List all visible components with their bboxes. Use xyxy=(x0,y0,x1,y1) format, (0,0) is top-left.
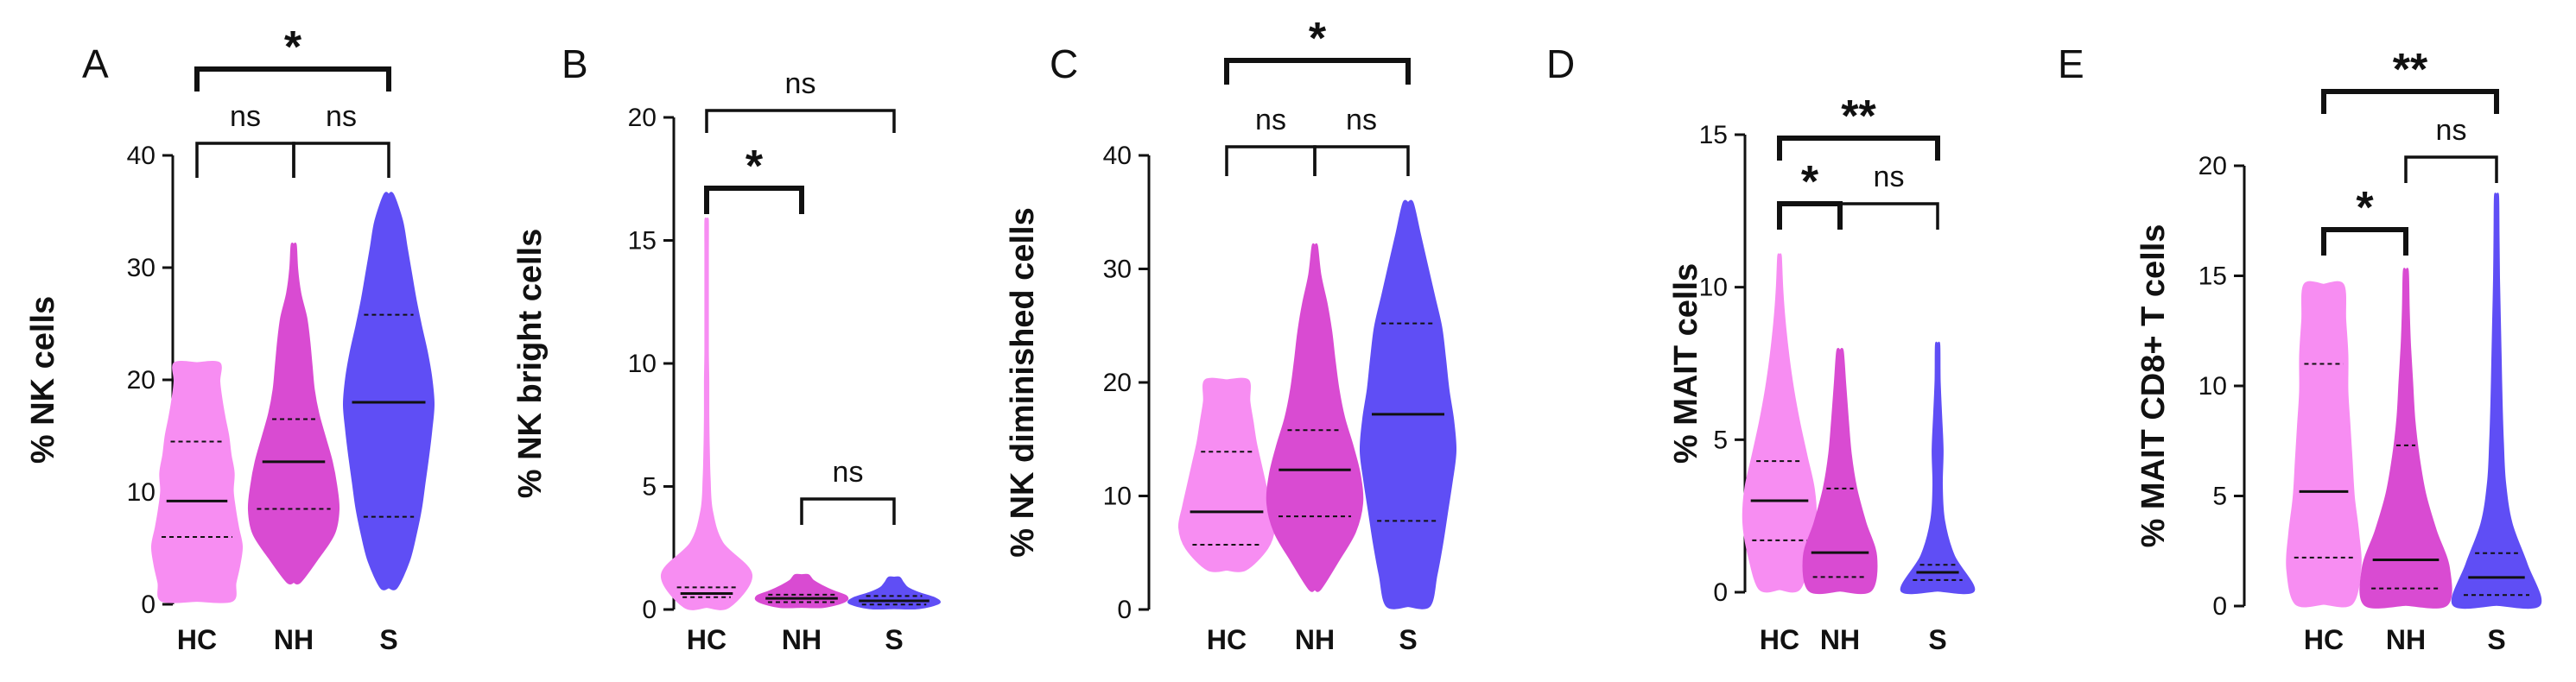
panel-letter: D xyxy=(1546,41,1575,86)
y-axis-label: % NK bright cells xyxy=(512,229,549,499)
violin-hc xyxy=(660,217,753,610)
comparison-bracket xyxy=(1225,145,1317,176)
comparison-bracket xyxy=(800,497,896,525)
comparison-bracket xyxy=(2321,89,2499,114)
comparison-bracket xyxy=(292,142,390,178)
category-label-nh: NH xyxy=(274,624,314,655)
y-tick-label: 5 xyxy=(2212,483,2227,511)
significance-label: * xyxy=(1309,14,1327,64)
category-label-hc: HC xyxy=(687,624,726,655)
comparison-bracket xyxy=(705,109,896,133)
significance-label: ** xyxy=(1841,92,1876,142)
comparison-bracket xyxy=(2321,227,2408,256)
panel-e: E % MAIT CD8+ T cells 0 5 10 15 20 HC NH S * ns** xyxy=(2058,41,2542,655)
category-label-hc: HC xyxy=(177,624,217,655)
significance-label: * xyxy=(746,142,764,192)
category-label-s: S xyxy=(379,624,397,655)
y-tick-label: 15 xyxy=(628,227,657,256)
violin-nh xyxy=(1266,243,1364,592)
y-tick-label: 5 xyxy=(642,473,657,502)
violin-hc xyxy=(1177,377,1276,572)
category-label-nh: NH xyxy=(1820,624,1860,655)
y-tick-label: 20 xyxy=(2198,152,2227,180)
comparison-bracket xyxy=(1777,201,1843,230)
comparison-bracket xyxy=(1838,202,1939,230)
violin-nh xyxy=(1802,347,1878,595)
comparison-bracket xyxy=(1224,58,1411,85)
comparison-bracket xyxy=(2404,155,2498,183)
comparison-bracket xyxy=(195,142,295,178)
y-tick-label: 15 xyxy=(2198,262,2227,291)
significance-label: ** xyxy=(2393,45,2428,95)
violin-s xyxy=(2451,193,2542,609)
violin-s xyxy=(1900,341,1976,595)
significance-label: ns xyxy=(326,100,357,133)
y-tick-label: 10 xyxy=(1699,274,1728,302)
y-tick-label: 30 xyxy=(1103,256,1132,284)
significance-label: ns xyxy=(1255,104,1286,136)
category-label-hc: HC xyxy=(2304,624,2344,655)
significance-label: * xyxy=(284,22,302,73)
y-tick-label: 0 xyxy=(1713,578,1728,607)
panel-letter: B xyxy=(562,41,588,86)
y-tick-label: 40 xyxy=(1103,142,1132,170)
violin-s xyxy=(342,192,435,590)
violin-hc xyxy=(150,360,244,603)
y-tick-label: 20 xyxy=(127,366,155,395)
y-axis-label: % NK cells xyxy=(25,296,61,464)
significance-label: ns xyxy=(1874,161,1905,193)
y-tick-label: 10 xyxy=(2198,372,2227,401)
y-tick-label: 0 xyxy=(141,590,155,619)
y-tick-label: 10 xyxy=(127,478,155,507)
y-tick-label: 0 xyxy=(2212,592,2227,621)
y-tick-label: 5 xyxy=(1713,426,1728,454)
category-label-nh: NH xyxy=(1295,624,1335,655)
significance-label: ns xyxy=(1346,104,1377,136)
y-axis-label: % MAIT cells xyxy=(1668,263,1704,464)
category-label-hc: HC xyxy=(1207,624,1247,655)
comparison-bracket xyxy=(1777,136,1940,161)
y-tick-label: 30 xyxy=(127,254,155,282)
category-label-s: S xyxy=(2487,624,2505,655)
category-label-nh: NH xyxy=(2386,624,2426,655)
panel-d: D % MAIT cells 0 5 10 15 HC NH S * ns ** xyxy=(1546,41,1976,655)
category-label-hc: HC xyxy=(1760,624,1799,655)
y-tick-label: 10 xyxy=(1103,483,1132,511)
violin-nh xyxy=(2359,268,2452,609)
comparison-bracket xyxy=(704,186,804,214)
significance-label: ns xyxy=(785,67,816,100)
significance-label: ns xyxy=(2436,114,2467,147)
y-tick-label: 20 xyxy=(628,104,657,132)
y-tick-label: 0 xyxy=(642,596,657,624)
y-tick-label: 10 xyxy=(628,350,657,378)
category-label-s: S xyxy=(1399,624,1417,655)
category-label-s: S xyxy=(885,624,903,655)
y-tick-label: 20 xyxy=(1103,369,1132,397)
panel-c: C % NK diminished cells 0 10 20 30 40 HC NH Sns ns… xyxy=(1005,14,1457,655)
panel-letter: A xyxy=(82,41,109,86)
panel-letter: E xyxy=(2058,41,2084,86)
significance-label: ns xyxy=(230,100,261,133)
significance-label: * xyxy=(1801,157,1819,207)
y-tick-label: 40 xyxy=(127,142,155,170)
category-label-nh: NH xyxy=(782,624,822,655)
panel-letter: C xyxy=(1050,41,1078,86)
category-label-s: S xyxy=(1928,624,1946,655)
comparison-bracket xyxy=(194,66,391,92)
panel-b: B % NK bright cells 0 5 10 15 20 HC NH S * ns ns xyxy=(512,41,942,655)
significance-label: * xyxy=(2356,183,2374,233)
y-axis-label: % NK diminished cells xyxy=(1005,207,1041,557)
panel-a: A % NK cells 0 10 20 30 40 HC NH Sns ns * xyxy=(25,22,435,655)
violin-s xyxy=(1359,199,1457,609)
comparison-bracket xyxy=(1313,145,1410,176)
violin-nh xyxy=(247,242,340,585)
y-tick-label: 0 xyxy=(1117,596,1132,624)
significance-label: ns xyxy=(833,456,864,489)
y-tick-label: 15 xyxy=(1699,121,1728,149)
violin-hc xyxy=(1742,253,1818,593)
y-axis-label: % MAIT CD8+ T cells xyxy=(2135,224,2172,548)
